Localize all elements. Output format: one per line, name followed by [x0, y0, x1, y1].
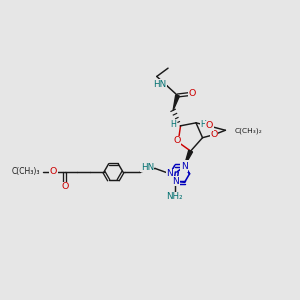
Text: O: O — [206, 121, 213, 130]
Text: O: O — [50, 167, 57, 176]
Text: HN: HN — [153, 80, 166, 89]
Text: NH₂: NH₂ — [167, 192, 183, 201]
Text: N: N — [167, 169, 173, 178]
Text: HN: HN — [141, 163, 154, 172]
Text: O: O — [210, 130, 218, 139]
Text: O: O — [173, 136, 181, 146]
Polygon shape — [173, 95, 179, 110]
Polygon shape — [184, 150, 193, 167]
Text: H: H — [200, 119, 206, 128]
Text: H: H — [170, 120, 176, 129]
Text: O: O — [61, 182, 68, 191]
Text: N: N — [181, 162, 188, 171]
Text: C(CH₃)₃: C(CH₃)₃ — [12, 167, 40, 176]
Text: O: O — [188, 89, 196, 98]
Text: N: N — [172, 177, 179, 186]
Text: N: N — [181, 161, 188, 170]
Text: C(CH₃)₂: C(CH₃)₂ — [235, 127, 263, 134]
